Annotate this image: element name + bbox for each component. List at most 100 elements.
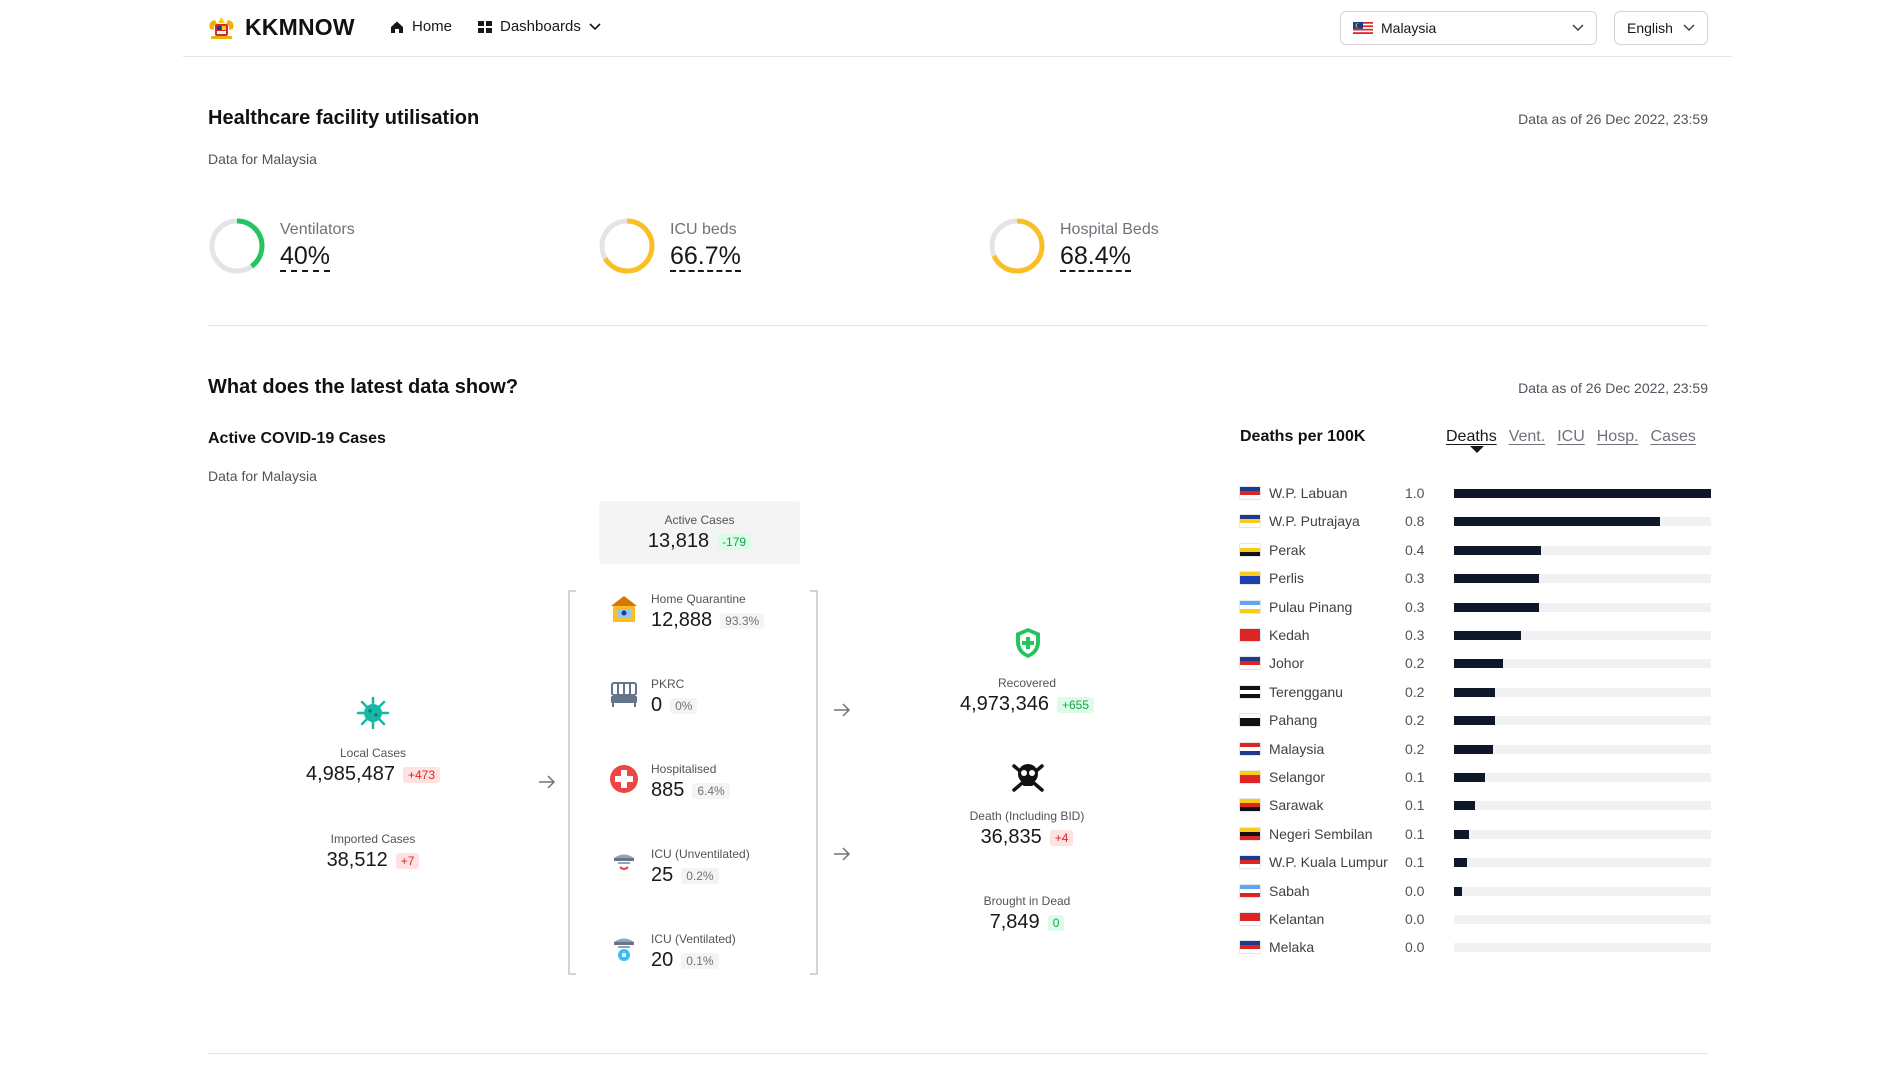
section-divider bbox=[208, 325, 1708, 326]
pkrc-label: PKRC bbox=[651, 677, 685, 691]
tab-cases[interactable]: Cases bbox=[1650, 428, 1696, 445]
state-flag-icon bbox=[1240, 827, 1260, 840]
local-cases-delta: +473 bbox=[402, 766, 440, 783]
recovered-stat: Recovered 4,973,346 +655 bbox=[927, 676, 1127, 716]
brand-logo[interactable]: KKMNOW bbox=[206, 14, 355, 41]
tab-icu[interactable]: ICU bbox=[1557, 428, 1585, 445]
state-bar bbox=[1454, 659, 1503, 669]
icu-unventilated-value: 25 bbox=[651, 864, 674, 886]
brought-in-dead-label: Brought in Dead bbox=[983, 894, 1071, 908]
active-cases-title: Active COVID-19 Cases bbox=[208, 430, 386, 447]
state-value: 0.2 bbox=[1405, 712, 1425, 729]
metric-tabs: Deaths Vent. ICU Hosp. Cases bbox=[1446, 428, 1696, 446]
home-quarantine-label: Home Quarantine bbox=[651, 592, 746, 606]
state-bar bbox=[1454, 574, 1539, 584]
state-bar bbox=[1454, 631, 1521, 640]
utilisation-title: Healthcare facility utilisation bbox=[208, 107, 480, 129]
icu-unventilated-label: ICU (Unventilated) bbox=[651, 847, 750, 861]
local-cases-value: 4,985,487 bbox=[305, 763, 395, 785]
brand-name: KKMNOW bbox=[245, 14, 355, 40]
local-cases-label: Local Cases bbox=[339, 746, 407, 760]
state-row: Perak 0.4 bbox=[1240, 541, 1711, 559]
state-name: W.P. Labuan bbox=[1269, 485, 1348, 501]
home-quarantine-stat: Home Quarantine 12,888 93.3% bbox=[609, 592, 765, 632]
house-icon bbox=[611, 596, 637, 622]
state-row: Johor 0.2 bbox=[1240, 654, 1711, 672]
state-bar-track bbox=[1454, 602, 1711, 612]
state-value: 0.0 bbox=[1405, 939, 1425, 956]
state-name: Malaysia bbox=[1269, 740, 1325, 757]
state-bar-track bbox=[1454, 915, 1711, 924]
icu-ventilated-value: 20 bbox=[651, 949, 674, 971]
state-value: 0.0 bbox=[1405, 882, 1425, 899]
nav-dashboards-label: Dashboards bbox=[500, 18, 581, 35]
medical-cross-icon bbox=[610, 765, 638, 793]
state-row: Sarawak 0.1 bbox=[1240, 796, 1711, 814]
state-bar-track bbox=[1454, 659, 1711, 669]
pkrc-stat: PKRC 0 0% bbox=[609, 677, 698, 717]
language-select[interactable]: English bbox=[1614, 11, 1708, 45]
state-flag-icon bbox=[1240, 657, 1260, 670]
active-cases-delta: -179 bbox=[717, 533, 752, 550]
state-flag-icon bbox=[1240, 629, 1260, 641]
hospital-beds-donut bbox=[989, 218, 1045, 274]
state-row: Kedah 0.3 bbox=[1240, 626, 1711, 644]
brought-in-dead-stat: Brought in Dead 7,849 0 bbox=[927, 894, 1127, 934]
state-value: 0.2 bbox=[1405, 655, 1425, 672]
chevron-down-icon bbox=[1683, 24, 1695, 32]
state-flag-icon bbox=[1240, 685, 1260, 698]
state-bar-track bbox=[1454, 489, 1711, 498]
virus-icon bbox=[356, 696, 390, 730]
state-flag-icon bbox=[1240, 856, 1260, 869]
state-name: Sarawak bbox=[1269, 797, 1324, 814]
active-cases-value: 13,818 bbox=[647, 530, 710, 552]
skull-crossbones-icon bbox=[1012, 764, 1044, 792]
state-name: Perak bbox=[1269, 541, 1306, 558]
ventilator-icon bbox=[614, 938, 634, 961]
pkrc-pct: 0% bbox=[670, 697, 698, 714]
state-flag-icon bbox=[1240, 572, 1260, 585]
icu-beds-gauge: ICU beds 66.7% bbox=[598, 217, 741, 275]
icu-ventilated-stat: ICU (Ventilated) 20 0.1% bbox=[609, 932, 736, 972]
state-value: 0.3 bbox=[1405, 598, 1425, 615]
recovered-delta: +655 bbox=[1056, 696, 1094, 713]
state-flag-icon bbox=[1240, 515, 1260, 528]
tab-ventilators[interactable]: Vent. bbox=[1508, 428, 1546, 445]
tab-deaths[interactable]: Deaths bbox=[1446, 428, 1497, 445]
active-tab-indicator bbox=[1470, 446, 1484, 453]
latest-title: What does the latest data show? bbox=[208, 376, 519, 398]
state-flag-icon bbox=[1240, 543, 1260, 556]
state-bar-track bbox=[1454, 631, 1711, 640]
state-row: Sabah 0.0 bbox=[1240, 882, 1711, 900]
state-bar-track bbox=[1454, 886, 1711, 896]
brought-in-dead-delta: 0 bbox=[1047, 914, 1065, 931]
state-value: 0.1 bbox=[1405, 769, 1425, 785]
state-name: Pahang bbox=[1269, 712, 1318, 729]
state-value: 0.2 bbox=[1405, 740, 1425, 757]
nav-home[interactable]: Home bbox=[390, 18, 452, 35]
state-name: Melaka bbox=[1269, 939, 1315, 956]
state-bar bbox=[1454, 801, 1475, 811]
latest-as-of: Data as of 26 Dec 2022, 23:59 bbox=[1518, 380, 1708, 396]
nav-dashboards[interactable]: Dashboards bbox=[478, 18, 601, 35]
icu-beds-value[interactable]: 66.7% bbox=[670, 241, 741, 272]
active-cases-subtitle: Data for Malaysia bbox=[208, 468, 317, 484]
nav-home-label: Home bbox=[412, 18, 453, 35]
tab-hospital[interactable]: Hosp. bbox=[1596, 428, 1639, 445]
state-flag-icon bbox=[1240, 771, 1260, 783]
brought-in-dead-value: 7,849 bbox=[989, 911, 1040, 933]
death-stat: Death (Including BID) 36,835 +4 bbox=[927, 809, 1127, 849]
hospitalised-value: 885 bbox=[651, 779, 685, 801]
state-name: Selangor bbox=[1269, 769, 1326, 785]
country-select[interactable]: Malaysia bbox=[1340, 11, 1597, 45]
ventilators-value[interactable]: 40% bbox=[280, 241, 331, 272]
icu-beds-donut bbox=[599, 218, 655, 274]
hospitalised-label: Hospitalised bbox=[651, 762, 717, 776]
state-bar-track bbox=[1454, 744, 1711, 754]
hospital-beds-value[interactable]: 68.4% bbox=[1060, 241, 1131, 272]
patient-icon bbox=[614, 854, 634, 870]
recovered-value: 4,973,346 bbox=[959, 693, 1049, 715]
state-bar-track bbox=[1454, 687, 1711, 697]
state-bar bbox=[1454, 489, 1711, 498]
death-label: Death (Including BID) bbox=[969, 809, 1085, 823]
